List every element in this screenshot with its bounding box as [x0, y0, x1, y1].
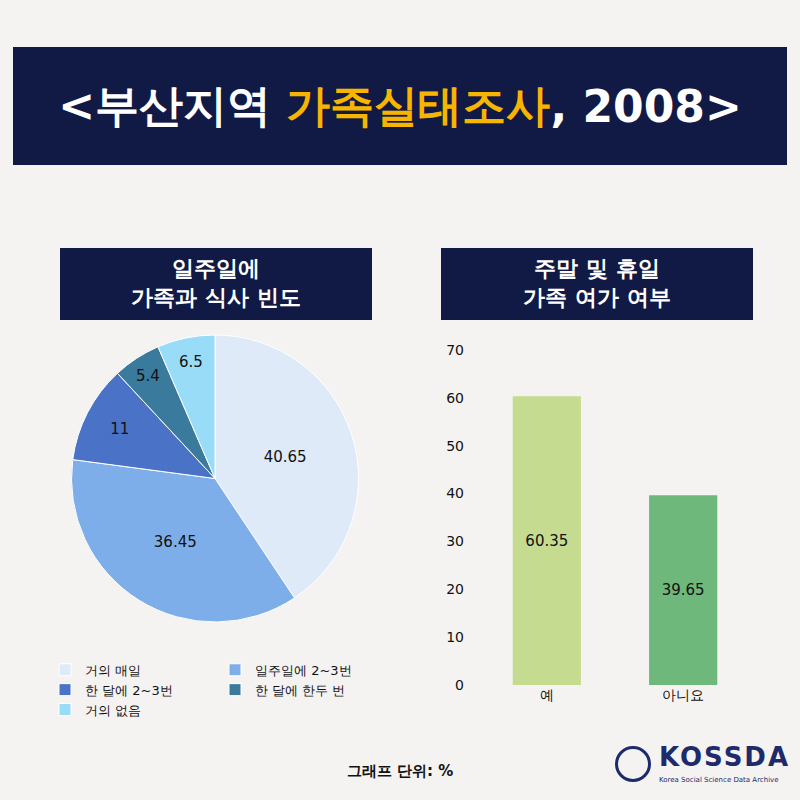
html-text:<부산지역가족실태조사, 2008>: <부산지역가족실태조사, 2008> — [58, 79, 742, 132]
svg-text:30: 30 — [446, 533, 464, 549]
svg-text:70: 70 — [446, 342, 464, 358]
svg-text:20: 20 — [446, 581, 464, 597]
html-text:그래프 단위: %: 그래프 단위: % — [346, 762, 454, 780]
svg-text:거의 매일: 거의 매일 — [85, 663, 141, 678]
html-text:Korea Social Science Data Arch: Korea Social Science Data Archive — [659, 776, 779, 784]
svg-text:60.35: 60.35 — [525, 532, 568, 550]
html-text:KOSSDA: KOSSDA — [659, 742, 791, 772]
svg-text:일주일에 2~3번: 일주일에 2~3번 — [255, 663, 352, 678]
svg-text:50: 50 — [446, 438, 464, 454]
svg-text:40.65: 40.65 — [264, 448, 307, 466]
svg-text:5.4: 5.4 — [136, 367, 160, 385]
svg-text:36.45: 36.45 — [154, 533, 197, 551]
svg-text:11: 11 — [110, 420, 129, 438]
html-text:주말 및 휴일 가족 여가 여부: 주말 및 휴일 가족 여가 여부 — [523, 256, 671, 310]
svg-text:60: 60 — [446, 390, 464, 406]
svg-text:0: 0 — [455, 677, 464, 693]
svg-text:한 달에 한두 번: 한 달에 한두 번 — [255, 683, 345, 698]
svg-text:10: 10 — [446, 629, 464, 645]
svg-text:예: 예 — [540, 687, 554, 703]
svg-text:39.65: 39.65 — [662, 581, 705, 599]
html-text:일주일에 가족과 식사 빈도: 일주일에 가족과 식사 빈도 — [131, 256, 301, 310]
svg-text:한 달에 2~3번: 한 달에 2~3번 — [85, 683, 173, 698]
svg-text:40: 40 — [446, 485, 464, 501]
svg-text:아니요: 아니요 — [662, 687, 704, 703]
svg-text:거의 없음: 거의 없음 — [85, 703, 141, 718]
svg-text:6.5: 6.5 — [179, 353, 203, 371]
